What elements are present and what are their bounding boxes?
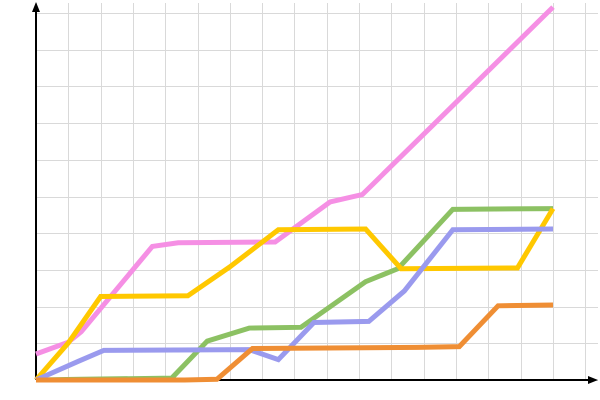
- vertical-gridlines: [36, 3, 586, 380]
- series-line-purple-series: [34, 226, 554, 383]
- y-axis-arrow-icon: [32, 2, 40, 12]
- x-axis-arrow-icon: [588, 376, 598, 384]
- series-line-yellow-series: [34, 207, 556, 382]
- series-line-orange-series: [36, 302, 554, 383]
- data-series-group: [34, 5, 556, 383]
